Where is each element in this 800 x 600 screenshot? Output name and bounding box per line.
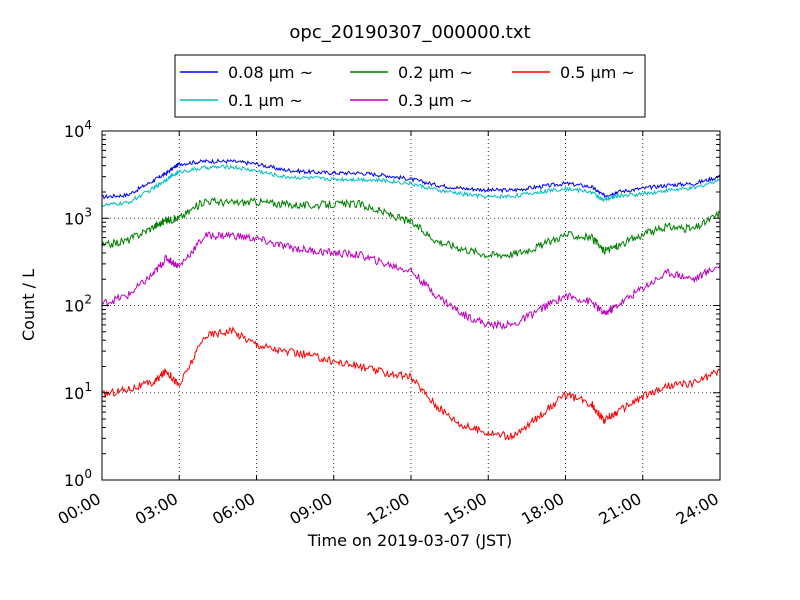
chart-title: opc_20190307_000000.txt bbox=[289, 22, 530, 43]
legend-label-3: 0.3 μm ~ bbox=[398, 91, 473, 110]
legend-label-4: 0.5 μm ~ bbox=[560, 63, 635, 82]
y-tick-label: 101 bbox=[64, 380, 92, 403]
x-axis-ticks: 00:00 03:00 06:00 09:00 12:00 15:00 18:00 21:00… bbox=[55, 131, 722, 529]
legend-box bbox=[174, 54, 646, 118]
x-tick-label: 12:00 bbox=[364, 489, 413, 529]
y-tick-label: 103 bbox=[64, 205, 92, 228]
legend: 0.08 μm ~ 0.1 μm ~ 0.2 μm ~ 0.3 μm ~ 0.5 μm … bbox=[174, 54, 646, 118]
y-tick-base: 10 bbox=[64, 122, 84, 141]
x-tick-label: 21:00 bbox=[595, 489, 644, 529]
y-axis-label: Count / L bbox=[19, 269, 38, 341]
series-line-4 bbox=[101, 326, 721, 441]
y-tick-base: 10 bbox=[64, 297, 84, 316]
legend-label-0: 0.08 μm ~ bbox=[228, 63, 313, 82]
series-line-1 bbox=[101, 164, 721, 208]
x-tick-label: 24:00 bbox=[673, 489, 722, 529]
series-line-0 bbox=[101, 158, 721, 200]
x-tick-label: 06:00 bbox=[209, 489, 258, 529]
y-tick-label: 104 bbox=[64, 118, 92, 141]
y-tick-exponent: 3 bbox=[84, 205, 92, 219]
x-tick-label: 18:00 bbox=[518, 489, 567, 529]
x-tick-label: 09:00 bbox=[286, 489, 335, 529]
series-line-3 bbox=[101, 231, 721, 331]
x-tick-label: 15:00 bbox=[441, 489, 490, 529]
y-tick-exponent: 1 bbox=[84, 380, 92, 394]
x-tick-label: 00:00 bbox=[55, 489, 104, 529]
legend-label-2: 0.2 μm ~ bbox=[398, 63, 473, 82]
grid bbox=[102, 131, 720, 480]
legend-label-1: 0.1 μm ~ bbox=[228, 91, 303, 110]
y-tick-label: 100 bbox=[64, 467, 92, 490]
series-lines bbox=[101, 158, 721, 441]
y-tick-exponent: 2 bbox=[84, 293, 92, 307]
y-tick-exponent: 4 bbox=[84, 118, 92, 132]
series-line-2 bbox=[101, 196, 721, 260]
y-tick-base: 10 bbox=[64, 384, 84, 403]
y-tick-label: 102 bbox=[64, 293, 92, 316]
y-tick-base: 10 bbox=[64, 471, 84, 490]
x-tick-label: 03:00 bbox=[132, 489, 181, 529]
y-tick-base: 10 bbox=[64, 209, 84, 228]
x-axis-label: Time on 2019-03-07 (JST) bbox=[307, 531, 512, 550]
y-tick-exponent: 0 bbox=[84, 467, 92, 481]
